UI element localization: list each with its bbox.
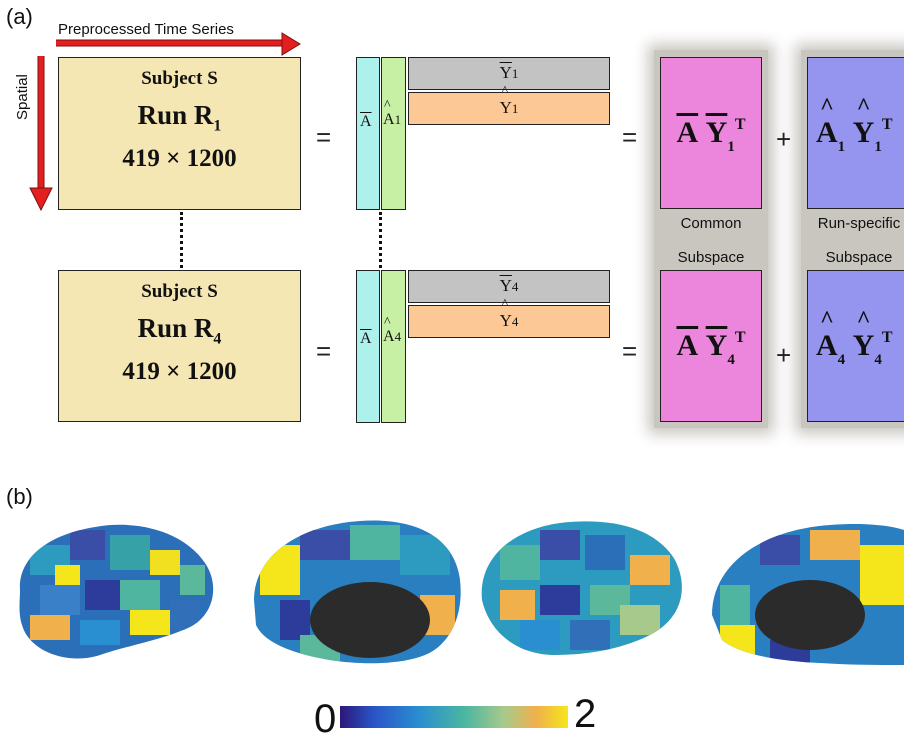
- y-subscript: 4: [511, 279, 519, 294]
- specific-label-line-1: Run-specific: [817, 215, 901, 232]
- plus-sign: +: [776, 340, 792, 370]
- equals-sign: =: [316, 336, 332, 366]
- a-hat: ^ A: [816, 307, 838, 362]
- brain-lateral-left: [19, 524, 214, 659]
- specific-spatial-map-column: [381, 270, 406, 423]
- a-specific-label: ^ A1: [383, 98, 402, 129]
- a-subscript: 4: [394, 329, 402, 344]
- a-letter: A: [676, 116, 699, 149]
- matrix-dims: 419 × 1200: [122, 358, 237, 386]
- transpose-mark: T: [881, 116, 893, 133]
- spatial-axis-label: Spatial: [14, 74, 31, 120]
- subject-label: Subject S: [141, 68, 218, 89]
- y-subscript: 1: [874, 139, 882, 155]
- equals-sign: =: [622, 336, 638, 366]
- y-hat: ^ Y: [499, 297, 512, 331]
- transpose-mark: T: [881, 329, 893, 346]
- panel-b-label: (b): [6, 484, 33, 509]
- specific-spatial-map-column: [381, 57, 406, 210]
- equals-sign: =: [622, 122, 638, 152]
- common-label-line-1: Common: [680, 215, 742, 232]
- plus-sign: +: [776, 124, 792, 154]
- factor-connector: [379, 212, 382, 268]
- matrix-dims: 419 × 1200: [122, 145, 237, 173]
- a-subscript: 1: [394, 112, 402, 127]
- subject-run-4-box: Subject S Run R4 419 × 1200: [58, 270, 301, 422]
- brain-medial-right: [712, 523, 904, 666]
- a-hat: ^ A: [816, 94, 838, 149]
- a-letter: A: [816, 116, 838, 149]
- transpose-mark: T: [734, 116, 746, 133]
- a-letter: A: [816, 329, 838, 362]
- a-subscript: 1: [837, 139, 846, 155]
- y-letter: Y: [705, 116, 728, 149]
- run-label: Run R1: [59, 100, 300, 135]
- y-letter: Y: [852, 116, 875, 149]
- y-letter: Y: [705, 329, 728, 362]
- brain-medial-left: [254, 520, 461, 664]
- colorbar-max-label: 2: [574, 692, 597, 736]
- common-label-line-2: Subspace: [677, 249, 745, 266]
- y-letter: Y: [852, 329, 875, 362]
- run-label: Run R4: [59, 313, 300, 348]
- time-arrow: [56, 32, 301, 56]
- equals-sign: =: [316, 122, 332, 152]
- run-text: Run R: [137, 313, 214, 343]
- y-subscript: 1: [511, 66, 519, 81]
- y-subscript: 4: [511, 314, 519, 329]
- y-subscript: 1: [511, 101, 519, 116]
- common-spatial-map-column: [356, 57, 380, 210]
- a-hat: ^ A: [383, 98, 395, 128]
- common-time-course-row: Y1: [408, 57, 610, 90]
- a-letter: A: [383, 111, 395, 128]
- a-letter: A: [383, 328, 395, 345]
- a-letter: A: [676, 329, 699, 362]
- a-hat: ^ A: [383, 315, 395, 345]
- specific-time-course-row: ^ Y1: [408, 84, 610, 125]
- spatial-arrow: [29, 56, 53, 212]
- y-hat: ^ Y: [852, 307, 875, 362]
- axis-arrows: [29, 32, 301, 212]
- a-common-label: A: [360, 330, 372, 347]
- a-specific-label: ^ A4: [383, 315, 402, 346]
- common-time-course-row: Y4: [408, 270, 610, 303]
- run-subscript: 4: [213, 330, 222, 348]
- colorbar-min-label: 0: [314, 697, 337, 741]
- colorbar: [340, 706, 568, 728]
- y-subscript: 1: [727, 139, 735, 155]
- subject-run-1-box: Subject S Run R1 419 × 1200: [58, 57, 301, 210]
- common-spatial-map-column: [356, 270, 380, 423]
- panel-a-label: (a): [6, 4, 33, 29]
- y-letter: Y: [499, 98, 512, 117]
- a-subscript: 4: [837, 352, 846, 368]
- y-letter: Y: [499, 276, 512, 295]
- run-subscript: 1: [213, 117, 222, 135]
- specific-reconstruction-run-1: ^ A 1 ^ Y 1 T: [807, 57, 904, 209]
- y-letter: Y: [499, 63, 512, 82]
- time-axis-label: Preprocessed Time Series: [58, 21, 234, 38]
- specific-reconstruction-run-4: ^ A 4 ^ Y 4 T: [807, 270, 904, 422]
- y-hat: ^ Y: [852, 94, 875, 149]
- brain-lateral-right: [481, 521, 682, 655]
- y-subscript: 4: [874, 352, 882, 368]
- run-text: Run R: [137, 100, 214, 130]
- specific-label-line-2: Subspace: [825, 249, 893, 266]
- a-common-label: A: [360, 113, 372, 130]
- y-subscript: 4: [727, 352, 735, 368]
- subject-connector: [180, 212, 183, 268]
- specific-time-course-row: ^ Y4: [408, 297, 610, 338]
- brain-surface-maps: [19, 520, 904, 666]
- y-letter: Y: [499, 311, 512, 330]
- transpose-mark: T: [734, 329, 746, 346]
- subject-label: Subject S: [141, 281, 218, 302]
- y-hat: ^ Y: [499, 84, 512, 118]
